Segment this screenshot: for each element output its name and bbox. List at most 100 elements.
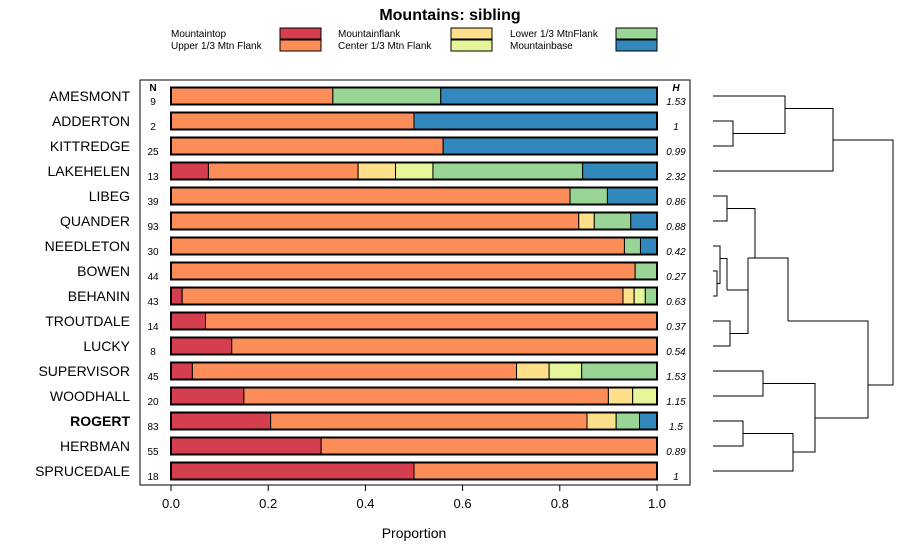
bar-segment-lower (332, 87, 442, 105)
bar-segment-upper (170, 262, 636, 280)
row-n-value: 9 (150, 97, 156, 108)
bar-segment-mountaintop (170, 337, 233, 355)
dendrogram-branch (713, 133, 734, 147)
dendrogram-branch (713, 383, 764, 397)
bar-segment-flank (516, 362, 550, 380)
bar-segment-center (395, 162, 434, 180)
dendrogram-branch (720, 258, 728, 290)
bar-segment-upper (413, 462, 658, 480)
row-h-value: 0.89 (666, 447, 686, 458)
row-h-value: 1.53 (666, 97, 686, 108)
dendrogram-branch (733, 108, 786, 134)
dendrogram-branch (833, 139, 894, 263)
bar-outline (170, 211, 658, 231)
dendrogram-branch (713, 95, 786, 109)
row-woodhall: WOODHALL 20 1.15 (50, 386, 686, 408)
dendrogram-branch (713, 433, 794, 472)
x-tick-label: 0.0 (162, 496, 180, 511)
dendrogram-branch (713, 283, 718, 297)
bar-segment-mountaintop (170, 387, 245, 405)
row-h-value: 1.53 (666, 372, 686, 383)
bar-outline (170, 86, 658, 106)
bar-segment-upper (170, 187, 571, 205)
row-herbman: HERBMAN 55 0.89 (60, 436, 686, 458)
dendrogram-branch (713, 208, 728, 222)
bar-outline (170, 286, 658, 306)
dendrogram-branch (713, 333, 731, 347)
row-n-value: 55 (147, 447, 159, 458)
row-label: ADDERTON (52, 113, 130, 129)
row-h-value: 0.88 (666, 222, 686, 233)
legend-label-center: Center 1/3 Mtn Flank (338, 41, 432, 52)
row-label: TROUTDALE (45, 313, 130, 329)
x-tick-label: 0.6 (454, 496, 472, 511)
bar-outline (170, 436, 658, 456)
bar-segment-upper (243, 387, 609, 405)
row-sprucedale: SPRUCEDALE 18 1 (35, 461, 679, 483)
row-h-value: 0.42 (666, 247, 686, 258)
bar-segment-upper (207, 162, 359, 180)
row-n-value: 2 (150, 122, 156, 133)
bar-segment-upper (205, 312, 658, 330)
row-label: HERBMAN (60, 438, 130, 454)
row-h-value: 2.32 (665, 172, 686, 183)
bar-segment-flank (578, 212, 595, 230)
dendrogram-branch (713, 195, 728, 209)
row-n-value: 43 (147, 297, 159, 308)
dendrogram-branch (713, 320, 731, 334)
dendrogram-branch (713, 245, 721, 259)
bar-segment-base (582, 162, 658, 180)
dendrogram-branch (755, 257, 789, 321)
legend-swatch-center (450, 39, 493, 52)
row-n-value: 30 (147, 247, 159, 258)
row-label: BEHANIN (68, 288, 130, 304)
dendrogram-branch (727, 258, 749, 291)
dendrogram-branch (788, 320, 869, 418)
row-label: SUPERVISOR (38, 363, 130, 379)
legend-label-mountaintop: Mountaintop (171, 29, 226, 40)
row-label: SPRUCEDALE (35, 463, 130, 479)
row-label: KITTREDGE (50, 138, 130, 154)
legend-label-upper: Upper 1/3 Mtn Flank (171, 41, 263, 52)
legend-swatch-lower (615, 27, 658, 40)
bar-outline (170, 461, 658, 481)
legend-label-lower: Lower 1/3 MtnFlank (510, 29, 599, 40)
row-kittredge: KITTREDGE 25 0.99 (50, 136, 686, 158)
row-rogert: ROGERT 83 1.5 (70, 411, 683, 433)
chart-title: Mountains: sibling (379, 7, 520, 24)
bar-segment-lower (432, 162, 584, 180)
bar-segment-base (413, 112, 658, 130)
n-column-header: N (149, 83, 156, 94)
row-n-value: 93 (147, 222, 159, 233)
row-h-value: 0.63 (666, 297, 686, 308)
bar-segment-lower (615, 412, 641, 430)
bar-rows: AMESMONT 9 1.53 ADDERTON 2 1 KITTREDGE 25 0.99 LA… (35, 86, 686, 483)
row-quander: QUANDER 93 0.88 (60, 211, 686, 233)
bar-segment-upper (320, 437, 658, 455)
bar-segment-upper (170, 212, 580, 230)
bar-segment-upper (170, 237, 625, 255)
x-axis: 0.0 0.2 0.4 0.6 0.8 1.0 (162, 485, 666, 511)
row-h-value: 0.99 (666, 147, 686, 158)
legend-swatch-upper (279, 39, 322, 52)
row-troutdale: TROUTDALE 14 0.37 (45, 311, 686, 333)
bar-segment-lower (644, 287, 658, 305)
row-n-value: 13 (147, 172, 159, 183)
row-lakehelen: LAKEHELEN 13 2.32 (48, 161, 686, 183)
row-label: BOWEN (77, 263, 130, 279)
bar-segment-upper (191, 362, 518, 380)
row-h-value: 1 (673, 122, 679, 133)
x-tick-label: 1.0 (648, 496, 666, 511)
legend-swatch-flank (450, 27, 493, 40)
bar-segment-upper (170, 87, 334, 105)
dendrogram-branch (713, 270, 718, 284)
bar-segment-base (440, 87, 658, 105)
dendrogram-branch (713, 120, 734, 134)
row-amesmont: AMESMONT 9 1.53 (49, 86, 686, 108)
bar-segment-upper (270, 412, 588, 430)
bar-segment-lower (581, 362, 658, 380)
dendrogram-branch (730, 290, 749, 334)
bar-segment-upper (170, 137, 444, 155)
bar-segment-base (606, 187, 658, 205)
